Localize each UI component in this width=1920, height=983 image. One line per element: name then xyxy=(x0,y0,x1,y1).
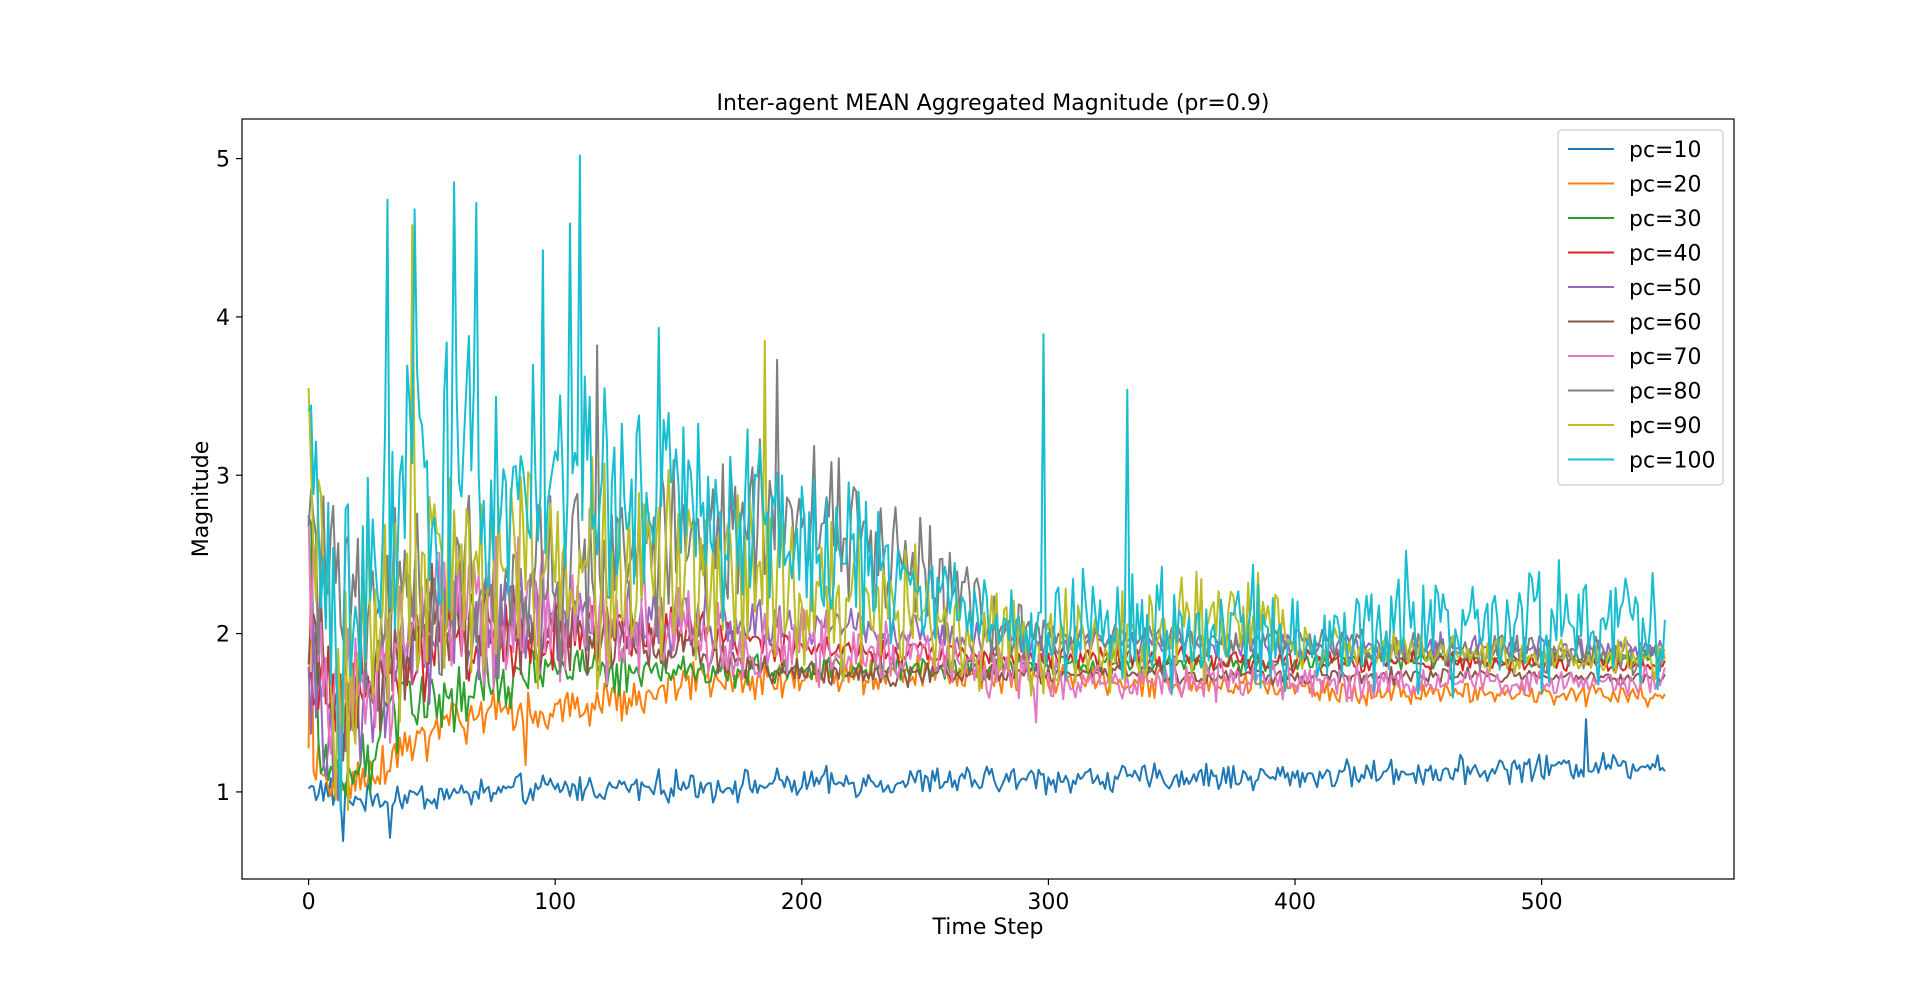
x-axis-label: Time Step xyxy=(932,915,1044,940)
series-line-pc-100 xyxy=(307,154,1666,812)
legend-label: pc=50 xyxy=(1629,276,1702,301)
y-tick-label: 2 xyxy=(216,623,230,648)
series-layer xyxy=(307,154,1666,842)
legend-label: pc=90 xyxy=(1629,414,1702,439)
y-tick-label: 4 xyxy=(216,306,230,331)
legend-label: pc=10 xyxy=(1629,138,1702,163)
legend-label: pc=30 xyxy=(1629,207,1702,232)
chart-title: Inter-agent MEAN Aggregated Magnitude (p… xyxy=(717,91,1270,116)
legend-label: pc=80 xyxy=(1629,380,1702,405)
legend-label: pc=20 xyxy=(1629,173,1702,198)
legend-label: pc=70 xyxy=(1629,345,1702,370)
x-tick-label: 100 xyxy=(534,890,576,915)
legend-label: pc=40 xyxy=(1629,242,1702,267)
legend: pc=10 pc=20 pc=30 pc=40 pc=50 pc=60 pc=70 pc=80… xyxy=(1557,129,1724,486)
plot-frame xyxy=(241,118,1735,880)
x-tick-label: 0 xyxy=(302,890,316,915)
x-axis: 0 100 200 300 400 500 xyxy=(302,879,1563,915)
legend-label: pc=100 xyxy=(1629,449,1716,474)
x-tick-label: 500 xyxy=(1521,890,1563,915)
y-tick-label: 5 xyxy=(216,148,230,173)
y-tick-label: 1 xyxy=(216,781,230,806)
legend-label: pc=60 xyxy=(1629,311,1702,336)
y-axis-label: Magnitude xyxy=(189,441,214,558)
x-tick-label: 200 xyxy=(781,890,823,915)
x-tick-label: 400 xyxy=(1274,890,1316,915)
y-axis: 1 2 3 4 5 xyxy=(216,148,242,806)
x-tick-label: 300 xyxy=(1027,890,1069,915)
series-line-pc-90 xyxy=(307,224,1666,811)
series-line-pc-10 xyxy=(307,718,1666,842)
y-tick-label: 3 xyxy=(216,464,230,489)
